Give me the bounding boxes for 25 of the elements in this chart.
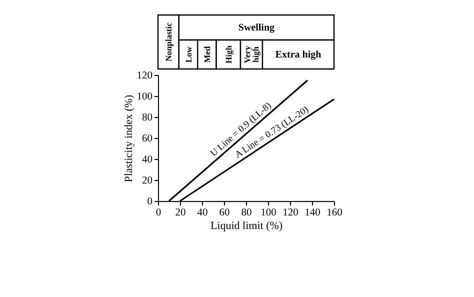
x-tick-label: 20 <box>175 208 186 218</box>
y-tick-label: 60 <box>142 134 152 144</box>
x-tick-label: 160 <box>326 208 342 218</box>
y-tick-label: 20 <box>142 176 152 186</box>
text: Very high <box>242 45 260 64</box>
x-tick-label: 40 <box>197 208 208 218</box>
text: Swelling <box>238 22 275 34</box>
text: Low <box>183 46 194 63</box>
x-axis-title: Liquid limit (%) <box>210 220 283 232</box>
y-tick-label: 80 <box>142 112 152 124</box>
text: High <box>223 45 234 64</box>
x-tick-label: 120 <box>282 208 298 218</box>
x-tick-label: 140 <box>304 208 320 218</box>
text: Med <box>202 46 212 63</box>
y-tick-label: 0 <box>147 196 152 208</box>
y-axis-title: Plasticity index (%) <box>122 94 135 182</box>
y-tick-label: 120 <box>136 70 152 82</box>
x-tick-label: 0 <box>156 208 162 218</box>
y-tick-label: 100 <box>136 92 152 102</box>
y-tick-label: 40 <box>142 154 152 166</box>
text: Nonplastic <box>163 22 174 62</box>
text: Extra high <box>275 50 322 60</box>
x-tick-label: 100 <box>260 208 276 218</box>
x-tick-label: 60 <box>219 208 230 218</box>
x-tick-label: 80 <box>241 208 252 218</box>
